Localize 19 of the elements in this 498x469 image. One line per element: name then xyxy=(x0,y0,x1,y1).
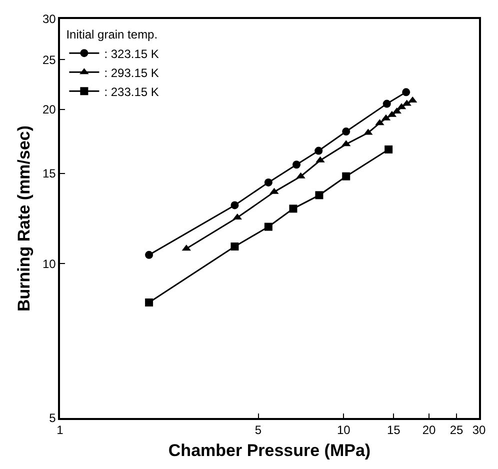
x-tick-label: 15 xyxy=(386,423,401,438)
x-tick-label: 30 xyxy=(472,423,486,438)
x-tick-label: 20 xyxy=(422,423,436,438)
x-tick-label: 1 xyxy=(56,423,64,438)
legend-title: Initial grain temp. xyxy=(66,28,158,42)
legend-label: : 233.15 K xyxy=(104,84,159,99)
legend-label: : 293.15 K xyxy=(104,66,159,80)
y-tick-label: 30 xyxy=(42,12,56,26)
x-tick-label: 10 xyxy=(336,423,351,438)
y-tick-label: 20 xyxy=(42,102,56,116)
y-tick-label: 15 xyxy=(42,166,56,181)
y-tick-label: 25 xyxy=(42,52,56,67)
y-tick-label: 5 xyxy=(49,411,56,426)
legend-label: : 323.15 K xyxy=(104,46,159,61)
y-axis-title: Burning Rate (mm/sec) xyxy=(14,125,34,312)
x-axis-title: Chamber Pressure (MPa) xyxy=(168,441,371,460)
x-tick-label: 25 xyxy=(450,423,464,438)
x-tick-label: 5 xyxy=(254,423,262,438)
y-tick-label: 10 xyxy=(42,256,56,271)
